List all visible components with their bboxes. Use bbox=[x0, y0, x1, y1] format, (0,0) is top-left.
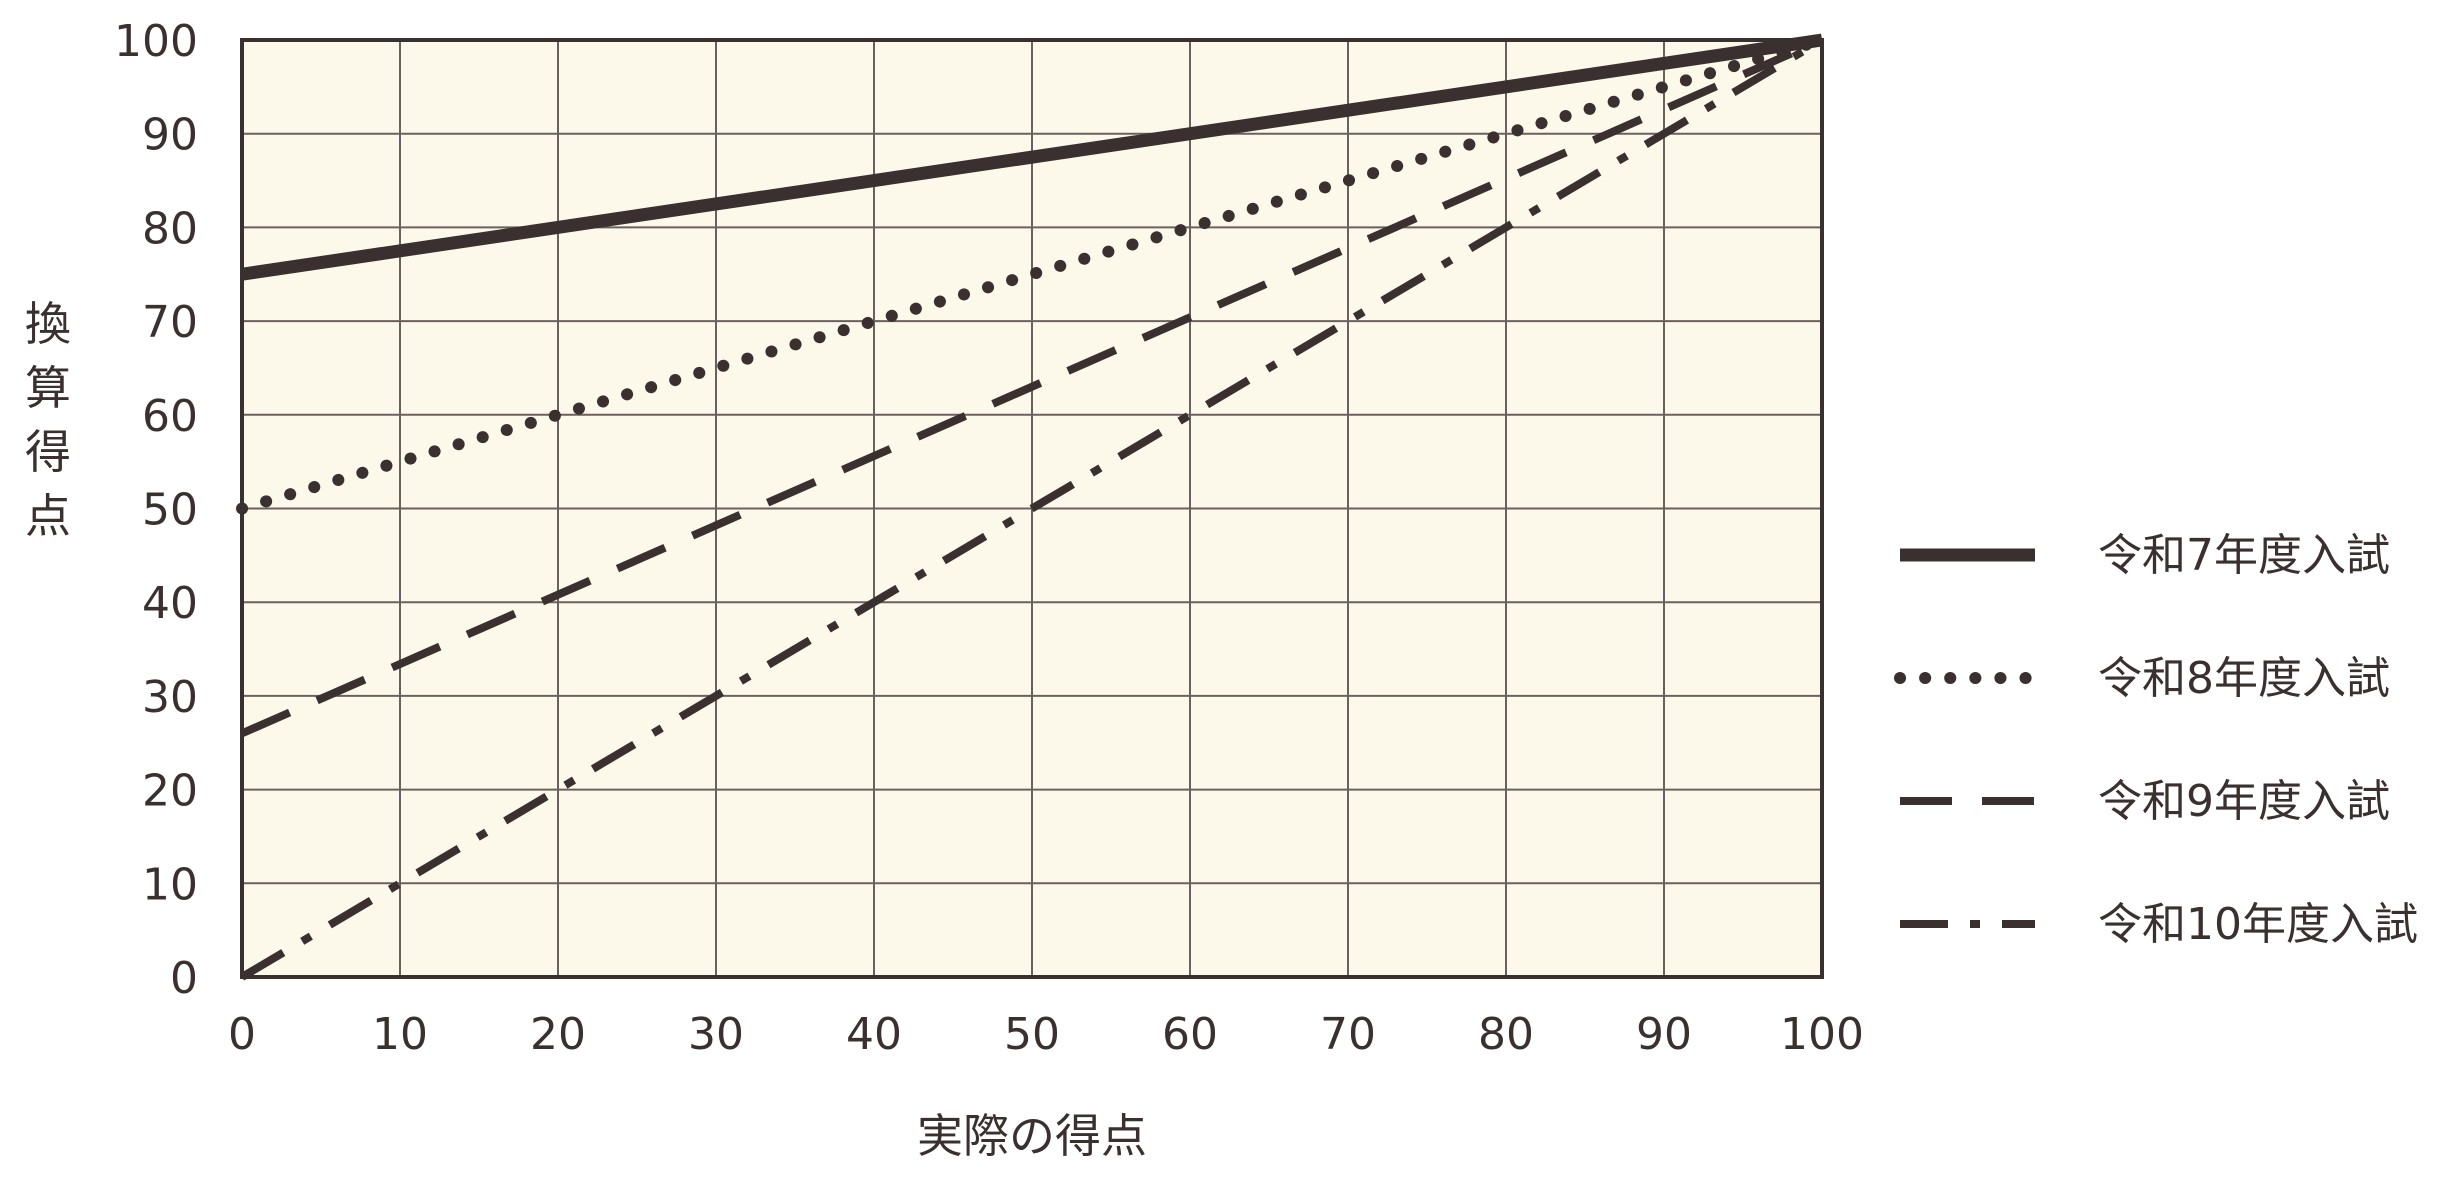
x-axis-ticks: 0 10 20 30 40 50 60 70 80 90 100 bbox=[228, 1009, 1864, 1060]
y-tick-label: 20 bbox=[142, 766, 198, 817]
y-axis-ticks: 0 10 20 30 40 50 60 70 80 90 100 bbox=[114, 16, 198, 1004]
series-group bbox=[236, 33, 1828, 981]
legend-label-3: 令和9年度入試 bbox=[2098, 776, 2390, 827]
plot-frame bbox=[240, 38, 1824, 979]
y-axis-label: 換算得点 bbox=[25, 297, 71, 543]
y-tick-label: 50 bbox=[142, 485, 198, 536]
series-line-4 bbox=[239, 36, 1825, 981]
y-tick-label: 80 bbox=[142, 203, 198, 254]
x-tick-label: 40 bbox=[846, 1009, 902, 1060]
y-tick-label: 60 bbox=[142, 391, 198, 442]
series-line-3 bbox=[240, 36, 1824, 738]
y-tick-label: 10 bbox=[142, 859, 198, 910]
x-tick-label: 20 bbox=[530, 1009, 586, 1060]
x-tick-label: 60 bbox=[1162, 1009, 1218, 1060]
y-tick-label: 40 bbox=[142, 578, 198, 629]
y-tick-label: 100 bbox=[114, 16, 198, 67]
legend-label-1: 令和7年度入試 bbox=[2098, 530, 2390, 581]
y-tick-label: 70 bbox=[142, 297, 198, 348]
series-line-2 bbox=[236, 34, 1828, 515]
legend-label-2: 令和8年度入試 bbox=[2098, 653, 2390, 704]
legend-label-4: 令和10年度入試 bbox=[2098, 899, 2418, 950]
series-line-1 bbox=[241, 33, 1823, 281]
x-tick-label: 90 bbox=[1636, 1009, 1692, 1060]
x-tick-label: 50 bbox=[1004, 1009, 1060, 1060]
x-tick-label: 80 bbox=[1478, 1009, 1534, 1060]
y-tick-label: 0 bbox=[170, 953, 198, 1004]
x-tick-label: 100 bbox=[1780, 1009, 1864, 1060]
y-tick-label: 90 bbox=[142, 110, 198, 161]
x-tick-label: 10 bbox=[372, 1009, 428, 1060]
x-tick-label: 30 bbox=[688, 1009, 744, 1060]
x-tick-label: 0 bbox=[228, 1009, 256, 1060]
y-tick-label: 30 bbox=[142, 672, 198, 723]
x-axis-label: 実際の得点 bbox=[917, 1109, 1147, 1163]
x-tick-label: 70 bbox=[1320, 1009, 1376, 1060]
